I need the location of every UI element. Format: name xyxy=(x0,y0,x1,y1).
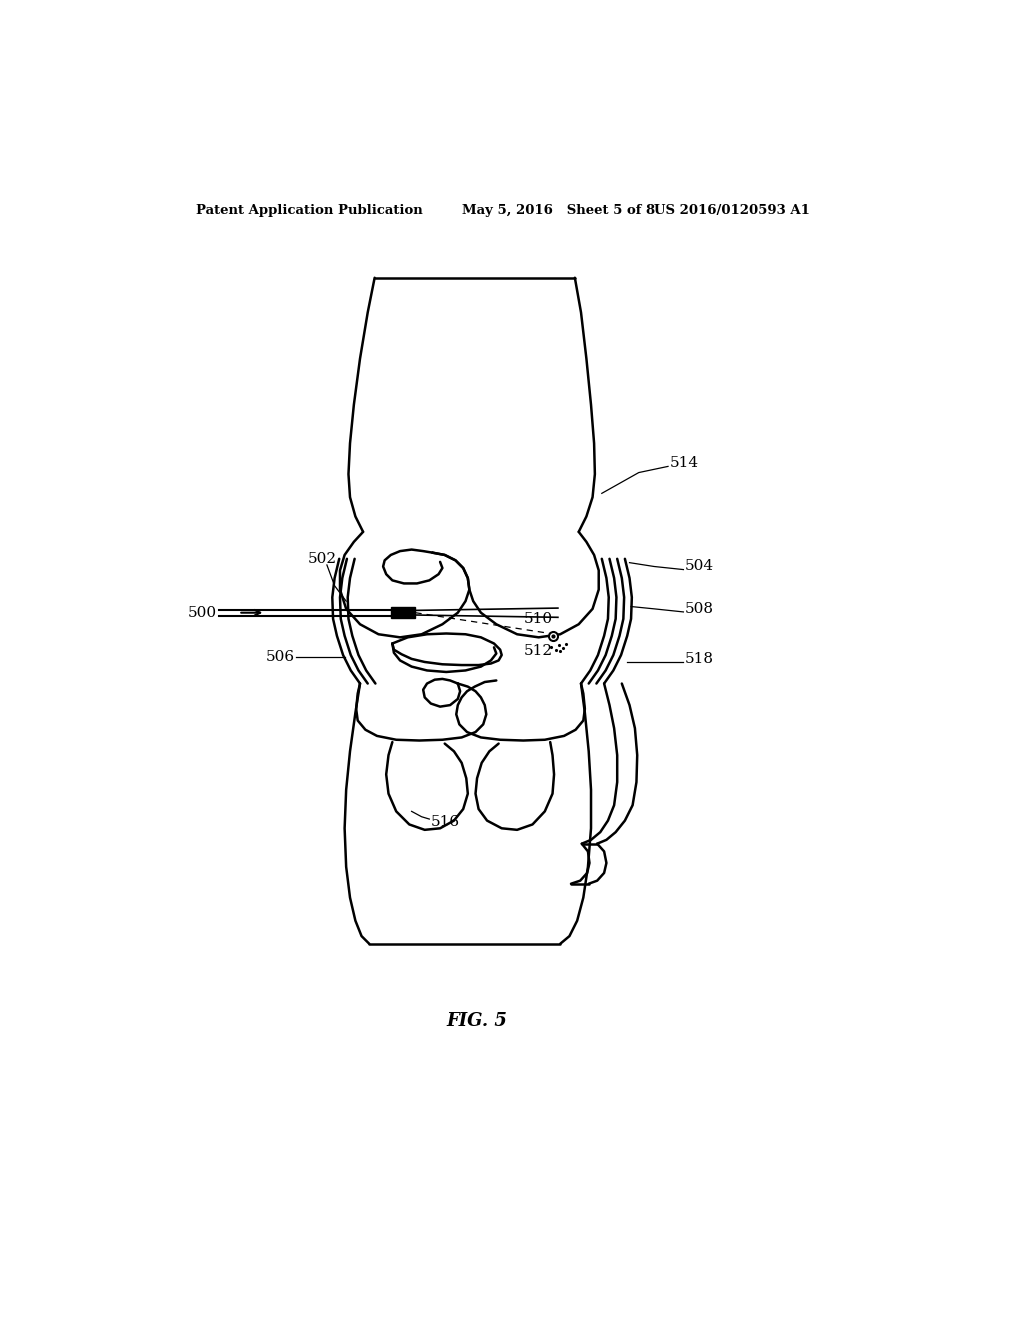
Bar xyxy=(391,607,416,618)
Text: May 5, 2016   Sheet 5 of 8: May 5, 2016 Sheet 5 of 8 xyxy=(462,205,654,218)
Text: US 2016/0120593 A1: US 2016/0120593 A1 xyxy=(654,205,810,218)
Text: 502: 502 xyxy=(307,552,337,566)
Text: 514: 514 xyxy=(670,455,698,470)
Text: 508: 508 xyxy=(685,602,714,616)
Text: 506: 506 xyxy=(265,651,295,664)
Text: 516: 516 xyxy=(431,816,460,829)
Text: FIG. 5: FIG. 5 xyxy=(446,1012,508,1030)
Text: 518: 518 xyxy=(685,652,714,665)
Text: 500: 500 xyxy=(187,606,217,619)
Text: 504: 504 xyxy=(685,560,714,573)
Text: 512: 512 xyxy=(523,644,552,659)
Text: 510: 510 xyxy=(523,612,552,626)
Text: Patent Application Publication: Patent Application Publication xyxy=(196,205,423,218)
